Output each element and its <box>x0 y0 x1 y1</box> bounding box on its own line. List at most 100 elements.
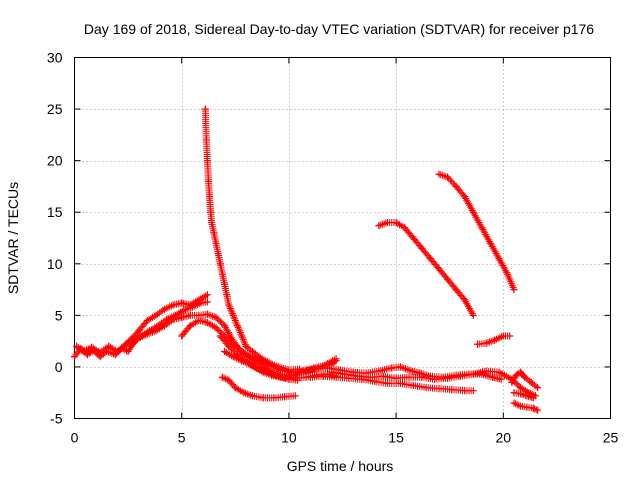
data-point <box>512 371 520 379</box>
data-point <box>195 317 203 324</box>
data-point <box>242 342 250 350</box>
data-point <box>523 392 531 400</box>
data-point <box>422 384 430 392</box>
data-point <box>225 376 233 384</box>
y-tick-label: 20 <box>47 153 63 169</box>
data-point <box>418 244 426 252</box>
data-point <box>201 105 209 113</box>
data-point <box>409 382 417 389</box>
data-point <box>135 334 143 342</box>
data-point <box>238 332 246 340</box>
data-point <box>469 370 477 378</box>
data-point <box>223 291 231 299</box>
y-tick-label: 25 <box>47 101 63 117</box>
data-point <box>375 222 383 230</box>
data-point <box>210 229 218 237</box>
data-point <box>456 372 464 380</box>
data-point <box>229 340 237 348</box>
data-point <box>435 170 443 178</box>
data-point <box>495 255 503 263</box>
data-point <box>341 370 349 378</box>
data-point <box>478 224 486 232</box>
x-tick-label: 25 <box>603 430 619 446</box>
data-point <box>510 286 518 294</box>
data-point <box>517 402 524 410</box>
data-point <box>270 394 278 402</box>
data-point <box>251 363 259 371</box>
data-point <box>186 301 194 309</box>
data-point <box>431 375 439 383</box>
data-point <box>221 280 229 288</box>
x-tick-label: 5 <box>178 430 186 446</box>
data-point <box>392 219 400 226</box>
data-point <box>405 373 413 381</box>
y-tick-label: 15 <box>47 204 63 220</box>
data-point <box>208 219 216 226</box>
data-point <box>221 322 229 330</box>
data-point <box>444 173 452 181</box>
data-point <box>285 368 293 376</box>
data-point <box>79 348 87 355</box>
data-point <box>268 371 276 379</box>
data-point <box>214 250 222 257</box>
data-point <box>517 390 524 398</box>
series-sdtvar <box>71 105 542 414</box>
data-point <box>205 177 212 185</box>
y-axis-label: SDTVAR / TECUs <box>5 182 21 294</box>
data-point <box>186 311 194 319</box>
data-point <box>212 324 220 332</box>
data-point <box>124 348 132 355</box>
data-point <box>212 239 220 247</box>
data-point <box>384 379 391 387</box>
data-point <box>180 306 188 314</box>
data-point <box>499 332 507 340</box>
axis-ticks: 0 5 10 15 20 25 -5 0 5 10 15 20 25 30 <box>47 50 619 446</box>
data-point <box>238 348 246 355</box>
data-point <box>216 260 224 268</box>
data-point <box>482 339 490 347</box>
data-point <box>474 340 482 348</box>
data-point <box>444 275 452 283</box>
data-point <box>203 319 211 327</box>
data-point <box>143 330 151 338</box>
data-point <box>242 357 250 365</box>
data-point <box>126 342 134 350</box>
data-point <box>324 364 331 372</box>
data-point <box>233 322 241 330</box>
data-point <box>396 363 404 371</box>
data-point <box>274 363 282 371</box>
data-point <box>448 386 456 394</box>
data-point <box>534 384 542 392</box>
data-point <box>231 384 239 392</box>
data-point <box>96 349 104 356</box>
data-point <box>178 299 186 307</box>
data-point <box>311 365 319 373</box>
data-point <box>186 322 194 330</box>
data-point <box>469 311 477 319</box>
data-point <box>218 373 226 381</box>
data-point <box>534 406 542 414</box>
data-point <box>298 368 306 376</box>
data-point <box>294 376 301 384</box>
data-point <box>152 327 160 335</box>
data-point <box>259 394 267 402</box>
data-point <box>426 255 434 263</box>
data-point <box>152 311 160 319</box>
data-point <box>461 296 469 304</box>
chart-title: Day 169 of 2018, Sidereal Day-to-day VTE… <box>84 21 594 37</box>
data-point <box>206 193 214 201</box>
data-point <box>225 301 233 309</box>
data-point <box>161 305 168 313</box>
data-point <box>418 373 426 381</box>
data-point <box>240 389 248 397</box>
data-point <box>409 234 417 242</box>
data-point <box>510 399 518 407</box>
x-tick-label: 15 <box>388 430 404 446</box>
data-point <box>195 296 203 304</box>
y-tick-label: 0 <box>55 359 63 375</box>
data-point <box>135 327 143 335</box>
data-point <box>401 224 409 232</box>
data-point <box>452 182 460 190</box>
